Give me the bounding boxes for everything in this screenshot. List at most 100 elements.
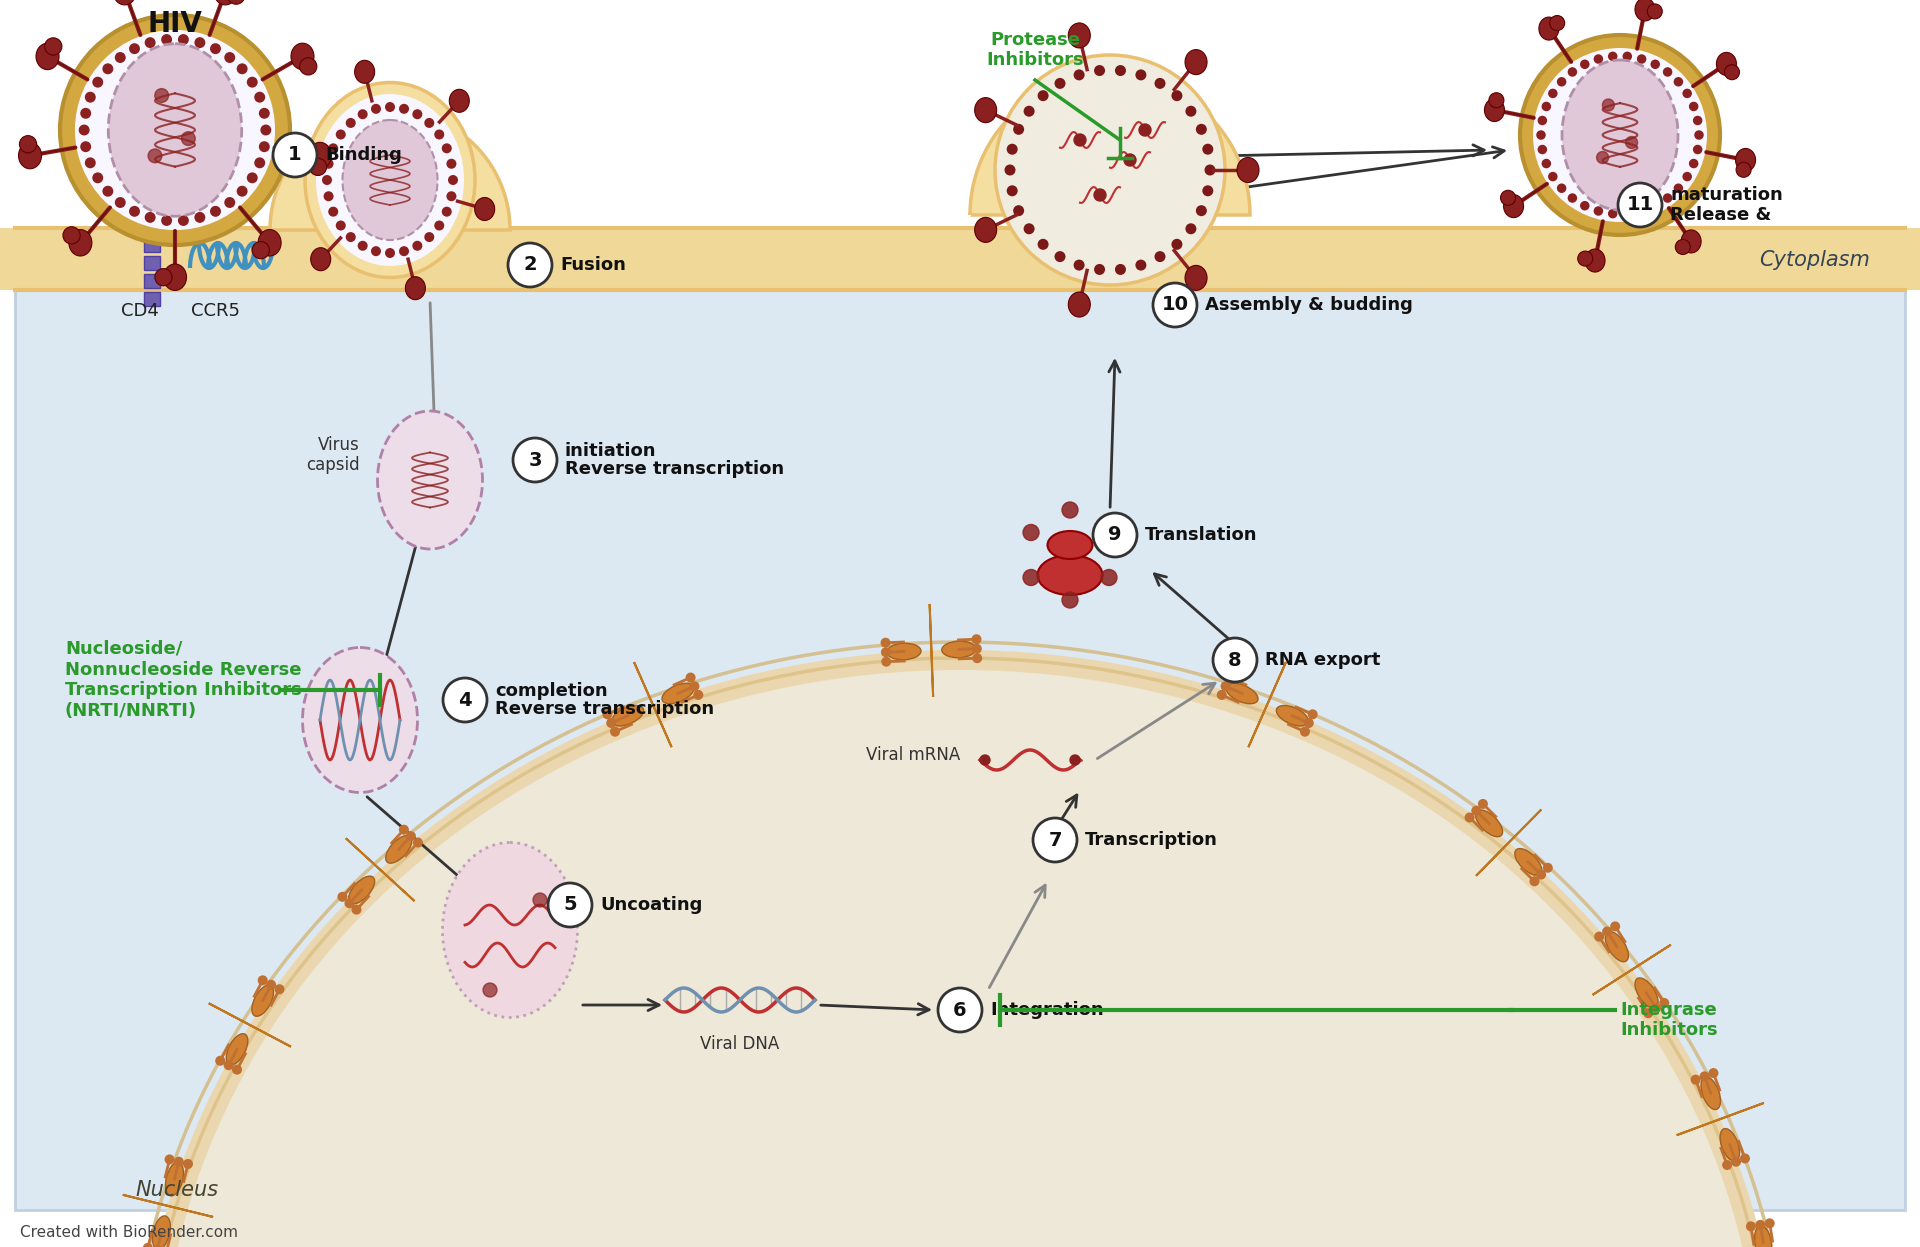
Ellipse shape — [399, 246, 409, 256]
Ellipse shape — [1690, 102, 1699, 111]
Ellipse shape — [1644, 1009, 1653, 1019]
Ellipse shape — [309, 142, 332, 168]
Ellipse shape — [252, 242, 269, 259]
Ellipse shape — [1745, 1221, 1757, 1231]
Ellipse shape — [108, 44, 242, 216]
Polygon shape — [634, 662, 672, 747]
Ellipse shape — [1014, 206, 1023, 216]
Circle shape — [1603, 99, 1615, 111]
Ellipse shape — [338, 892, 348, 902]
Polygon shape — [1676, 1102, 1764, 1135]
Bar — [144, 274, 159, 288]
Ellipse shape — [328, 207, 338, 217]
Ellipse shape — [1611, 922, 1620, 932]
Circle shape — [1023, 570, 1039, 586]
Ellipse shape — [386, 248, 396, 258]
Ellipse shape — [1736, 162, 1751, 177]
Circle shape — [1626, 136, 1638, 148]
Ellipse shape — [1676, 239, 1690, 254]
Ellipse shape — [309, 158, 326, 176]
Ellipse shape — [1548, 172, 1557, 181]
Ellipse shape — [413, 110, 422, 120]
Ellipse shape — [1185, 223, 1196, 234]
Text: HIV: HIV — [148, 10, 202, 37]
Ellipse shape — [303, 647, 417, 793]
Ellipse shape — [1185, 266, 1208, 291]
Ellipse shape — [1202, 186, 1213, 196]
Ellipse shape — [1607, 209, 1617, 218]
Bar — [0, 228, 1920, 291]
Text: 2: 2 — [522, 256, 538, 274]
Ellipse shape — [1722, 1160, 1732, 1170]
Polygon shape — [140, 650, 1780, 1247]
Ellipse shape — [261, 125, 271, 136]
Ellipse shape — [1651, 60, 1661, 69]
Circle shape — [1033, 818, 1077, 862]
Ellipse shape — [413, 838, 422, 848]
Text: Translation: Translation — [1144, 526, 1258, 544]
Ellipse shape — [1478, 799, 1488, 809]
Ellipse shape — [349, 877, 374, 904]
Ellipse shape — [311, 248, 330, 271]
Ellipse shape — [215, 1056, 225, 1066]
Bar — [144, 256, 159, 271]
Ellipse shape — [1693, 116, 1703, 125]
Ellipse shape — [1196, 123, 1208, 135]
Ellipse shape — [286, 140, 305, 162]
Ellipse shape — [44, 37, 61, 55]
Ellipse shape — [1659, 998, 1668, 1008]
Ellipse shape — [881, 657, 891, 667]
Ellipse shape — [1663, 193, 1672, 203]
Polygon shape — [346, 838, 415, 902]
Ellipse shape — [144, 212, 156, 223]
Ellipse shape — [442, 143, 451, 153]
Ellipse shape — [81, 107, 90, 118]
Ellipse shape — [405, 277, 426, 299]
Ellipse shape — [442, 207, 451, 217]
Ellipse shape — [142, 1243, 154, 1247]
Ellipse shape — [995, 55, 1225, 286]
Ellipse shape — [972, 635, 981, 645]
Ellipse shape — [129, 44, 140, 54]
Text: Fusion: Fusion — [561, 256, 626, 274]
Ellipse shape — [60, 15, 290, 244]
Bar — [144, 238, 159, 252]
Circle shape — [1023, 525, 1039, 540]
Ellipse shape — [1154, 251, 1165, 262]
Text: Binding: Binding — [324, 146, 401, 165]
Ellipse shape — [1690, 158, 1699, 168]
Ellipse shape — [152, 1245, 161, 1247]
Ellipse shape — [1622, 209, 1632, 218]
Ellipse shape — [413, 241, 422, 251]
Ellipse shape — [1536, 869, 1546, 879]
Text: Reverse transcription: Reverse transcription — [495, 701, 714, 718]
Ellipse shape — [1073, 259, 1085, 271]
Ellipse shape — [1484, 99, 1505, 121]
Circle shape — [979, 754, 991, 764]
Ellipse shape — [236, 186, 248, 197]
Text: Release &: Release & — [1670, 206, 1772, 223]
Ellipse shape — [1594, 932, 1605, 941]
Ellipse shape — [1135, 259, 1146, 271]
Ellipse shape — [1594, 206, 1603, 216]
Circle shape — [1154, 283, 1196, 327]
Ellipse shape — [317, 94, 465, 266]
Ellipse shape — [182, 1158, 194, 1168]
Text: RNA export: RNA export — [1265, 651, 1380, 668]
Ellipse shape — [1716, 52, 1736, 75]
Text: Nucleus: Nucleus — [134, 1180, 219, 1200]
Ellipse shape — [975, 217, 996, 242]
Ellipse shape — [194, 212, 205, 223]
Ellipse shape — [267, 980, 276, 990]
Ellipse shape — [1740, 1153, 1749, 1163]
Ellipse shape — [1622, 51, 1632, 61]
Circle shape — [1100, 570, 1117, 586]
Ellipse shape — [1693, 130, 1703, 140]
Circle shape — [513, 438, 557, 483]
Text: Transcription: Transcription — [1085, 831, 1217, 849]
Ellipse shape — [881, 647, 891, 657]
Ellipse shape — [972, 643, 981, 653]
Ellipse shape — [442, 843, 578, 1018]
Circle shape — [1062, 592, 1077, 609]
Ellipse shape — [1236, 157, 1260, 182]
